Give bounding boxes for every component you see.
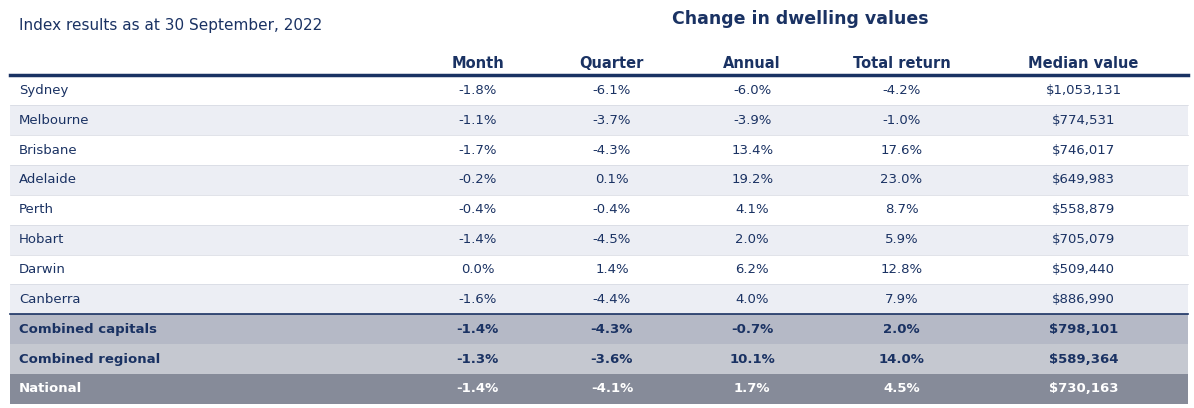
Text: Sydney: Sydney <box>19 84 68 97</box>
Text: 4.1%: 4.1% <box>736 203 769 216</box>
Text: Combined regional: Combined regional <box>19 353 160 366</box>
Text: $705,079: $705,079 <box>1052 233 1115 246</box>
Text: -1.7%: -1.7% <box>458 144 497 157</box>
Text: -3.7%: -3.7% <box>592 114 632 127</box>
Text: -4.4%: -4.4% <box>592 293 632 306</box>
Text: Quarter: Quarter <box>580 56 644 71</box>
Text: Perth: Perth <box>19 203 54 216</box>
Text: Canberra: Canberra <box>19 293 81 306</box>
Text: Hobart: Hobart <box>19 233 64 246</box>
Text: 19.2%: 19.2% <box>731 173 774 186</box>
Bar <box>10 75 1188 105</box>
Text: -4.3%: -4.3% <box>592 144 632 157</box>
Text: Index results as at 30 September, 2022: Index results as at 30 September, 2022 <box>19 18 322 33</box>
Text: 14.0%: 14.0% <box>879 353 924 366</box>
Text: $1,053,131: $1,053,131 <box>1046 84 1121 97</box>
Text: National: National <box>19 382 82 395</box>
Text: 6.2%: 6.2% <box>736 263 769 276</box>
Bar <box>10 374 1188 404</box>
Text: -1.6%: -1.6% <box>458 293 497 306</box>
Text: $558,879: $558,879 <box>1052 203 1115 216</box>
Text: -1.3%: -1.3% <box>456 353 499 366</box>
Bar <box>10 314 1188 344</box>
Text: 5.9%: 5.9% <box>885 233 918 246</box>
Text: 2.0%: 2.0% <box>884 323 919 336</box>
Bar <box>10 255 1188 284</box>
Text: Total return: Total return <box>853 56 950 71</box>
Text: -4.2%: -4.2% <box>882 84 921 97</box>
Text: -1.8%: -1.8% <box>458 84 497 97</box>
Text: 12.8%: 12.8% <box>880 263 923 276</box>
Text: -0.4%: -0.4% <box>458 203 497 216</box>
Bar <box>10 105 1188 135</box>
Text: $798,101: $798,101 <box>1050 323 1118 336</box>
Text: -3.9%: -3.9% <box>733 114 771 127</box>
Text: -1.4%: -1.4% <box>456 323 499 336</box>
Text: 1.4%: 1.4% <box>595 263 629 276</box>
Bar <box>10 195 1188 225</box>
Text: -4.5%: -4.5% <box>592 233 632 246</box>
Text: 23.0%: 23.0% <box>880 173 923 186</box>
Text: 4.0%: 4.0% <box>736 293 769 306</box>
Text: -1.4%: -1.4% <box>456 382 499 395</box>
Text: 0.1%: 0.1% <box>595 173 629 186</box>
Text: -1.1%: -1.1% <box>458 114 497 127</box>
Text: $589,364: $589,364 <box>1048 353 1119 366</box>
Text: $730,163: $730,163 <box>1048 382 1119 395</box>
Text: $774,531: $774,531 <box>1052 114 1115 127</box>
Text: $509,440: $509,440 <box>1052 263 1115 276</box>
Text: -1.0%: -1.0% <box>882 114 921 127</box>
Bar <box>10 135 1188 165</box>
Bar <box>10 225 1188 255</box>
Text: 2.0%: 2.0% <box>736 233 769 246</box>
Text: Darwin: Darwin <box>19 263 66 276</box>
Bar <box>10 165 1188 195</box>
Text: 8.7%: 8.7% <box>885 203 918 216</box>
Text: 17.6%: 17.6% <box>880 144 923 157</box>
Text: -6.0%: -6.0% <box>733 84 771 97</box>
Text: -4.3%: -4.3% <box>591 323 633 336</box>
Text: Annual: Annual <box>724 56 781 71</box>
Bar <box>10 344 1188 374</box>
Text: -0.4%: -0.4% <box>592 203 632 216</box>
Text: -0.7%: -0.7% <box>731 323 774 336</box>
Bar <box>10 284 1188 314</box>
Text: 13.4%: 13.4% <box>731 144 774 157</box>
Text: -4.1%: -4.1% <box>591 382 633 395</box>
Text: Change in dwelling values: Change in dwelling values <box>672 10 928 28</box>
Text: $746,017: $746,017 <box>1052 144 1115 157</box>
Text: -0.2%: -0.2% <box>458 173 497 186</box>
Text: -6.1%: -6.1% <box>592 84 632 97</box>
Text: Month: Month <box>451 56 504 71</box>
Text: Combined capitals: Combined capitals <box>19 323 158 336</box>
Text: Adelaide: Adelaide <box>19 173 78 186</box>
Text: Brisbane: Brisbane <box>19 144 78 157</box>
Text: Median value: Median value <box>1028 56 1139 71</box>
Text: 7.9%: 7.9% <box>885 293 918 306</box>
Text: -3.6%: -3.6% <box>591 353 633 366</box>
Text: 4.5%: 4.5% <box>884 382 919 395</box>
Text: $649,983: $649,983 <box>1052 173 1115 186</box>
Text: 0.0%: 0.0% <box>461 263 494 276</box>
Text: -1.4%: -1.4% <box>458 233 497 246</box>
Text: 10.1%: 10.1% <box>730 353 775 366</box>
Text: $886,990: $886,990 <box>1052 293 1115 306</box>
Text: 1.7%: 1.7% <box>734 382 770 395</box>
Text: Melbourne: Melbourne <box>19 114 90 127</box>
